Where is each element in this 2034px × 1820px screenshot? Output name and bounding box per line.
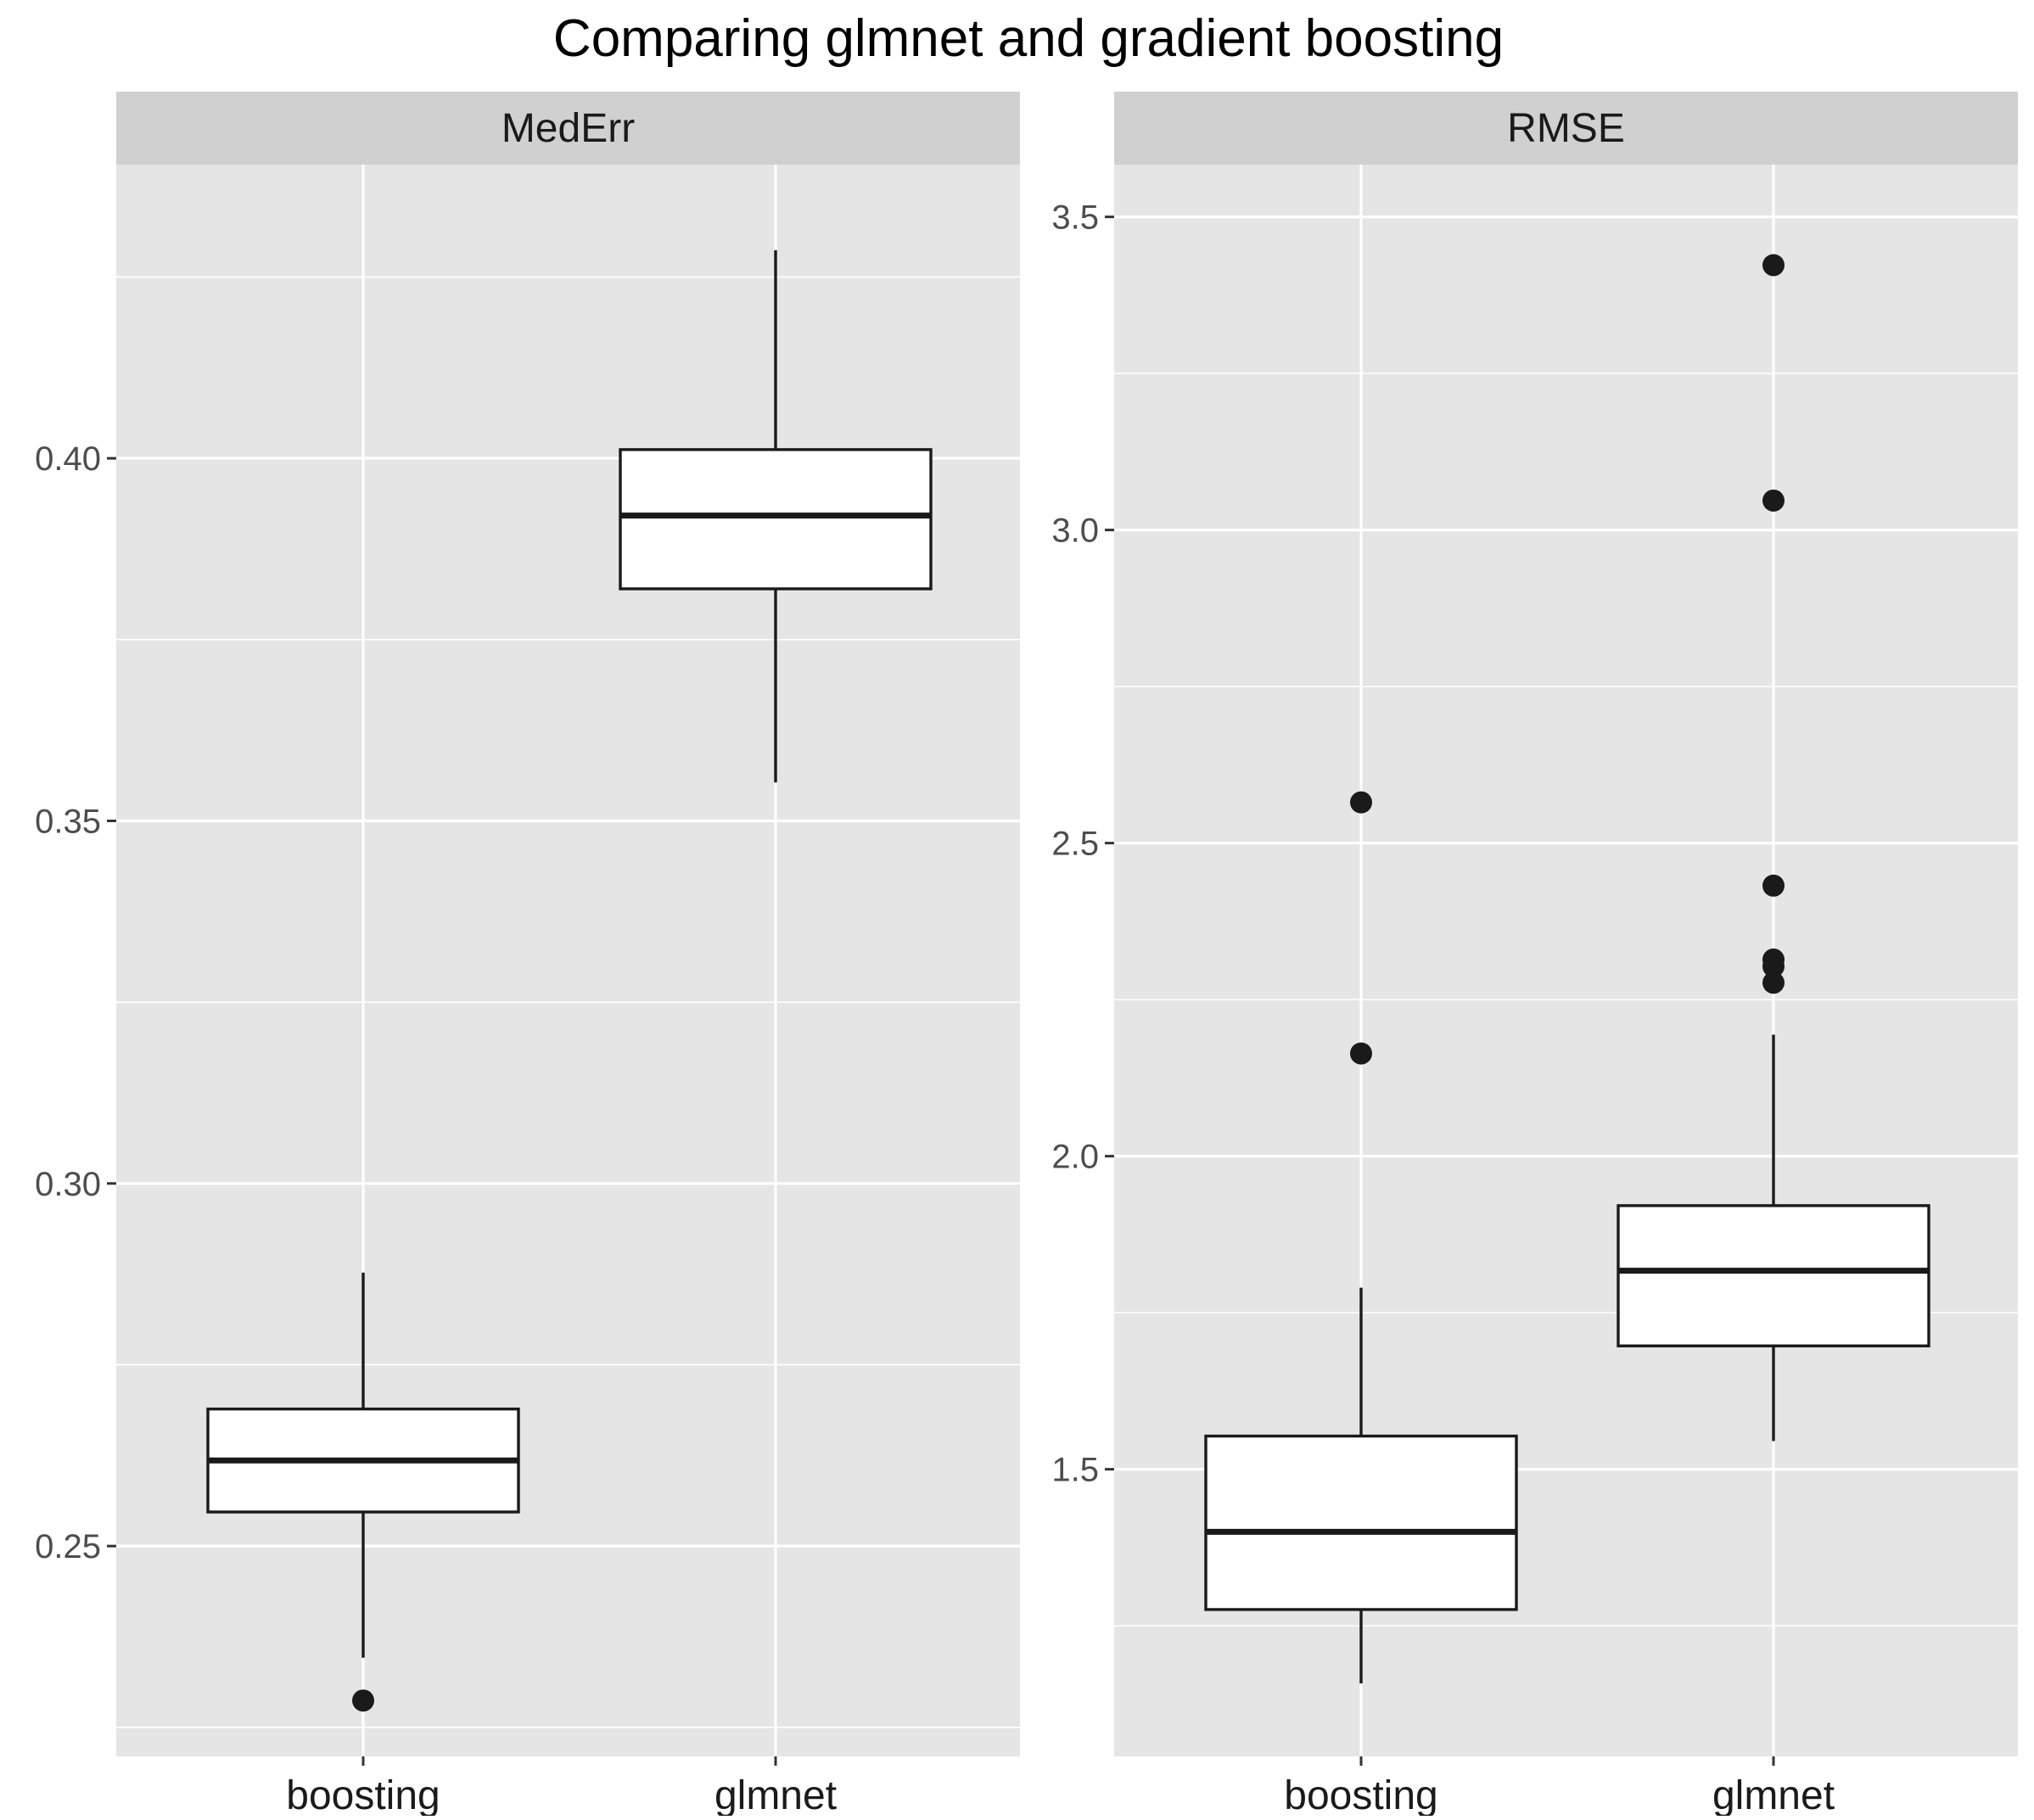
facet-strip-label: MedErr (501, 106, 635, 151)
y-tick-label: 3.0 (1051, 512, 1099, 550)
facet-strip (1114, 92, 2018, 165)
y-tick-label: 0.25 (35, 1528, 101, 1565)
outlier-point (1762, 254, 1785, 277)
y-tick-label: 1.5 (1051, 1452, 1099, 1489)
x-tick-label: boosting (1284, 1773, 1437, 1816)
box-boosting (206, 1272, 520, 1712)
box-iqr (1617, 1204, 1930, 1347)
facet-strip (116, 92, 1020, 165)
y-tick-label: 3.5 (1051, 199, 1099, 237)
y-tick-label: 2.0 (1051, 1139, 1099, 1176)
box-glmnet (619, 249, 933, 783)
outlier-point (1762, 948, 1785, 971)
box-iqr (1204, 1434, 1518, 1611)
outlier-point (1762, 489, 1785, 512)
y-tick-label: 0.30 (35, 1166, 101, 1203)
box-iqr (619, 448, 933, 591)
chart-title: Comparing glmnet and gradient boosting (553, 9, 1504, 68)
y-tick-label: 0.35 (35, 803, 101, 840)
x-tick-label: glmnet (1712, 1773, 1835, 1816)
outlier-point (1350, 791, 1372, 814)
outlier-point (352, 1689, 374, 1712)
box-glmnet (1617, 254, 1930, 1442)
panel-background (116, 165, 1020, 1756)
y-tick-label: 2.5 (1051, 826, 1099, 863)
panel-mederr: MedErr 0.25 0.30 0.35 0.40 boosting glmnet (35, 92, 1020, 1818)
box-boosting (1204, 791, 1518, 1684)
x-tick-label: glmnet (714, 1773, 837, 1816)
x-tick-label: boosting (286, 1773, 440, 1816)
panel-rmse: RMSE 1.5 2.0 2.5 3.0 3.5 boosting glmnet (1051, 92, 2018, 1818)
outlier-point (1350, 1042, 1372, 1065)
outlier-point (1762, 972, 1785, 994)
outlier-point (1762, 874, 1785, 897)
y-tick-label: 0.40 (35, 440, 101, 478)
facet-strip-label: RMSE (1507, 106, 1625, 151)
